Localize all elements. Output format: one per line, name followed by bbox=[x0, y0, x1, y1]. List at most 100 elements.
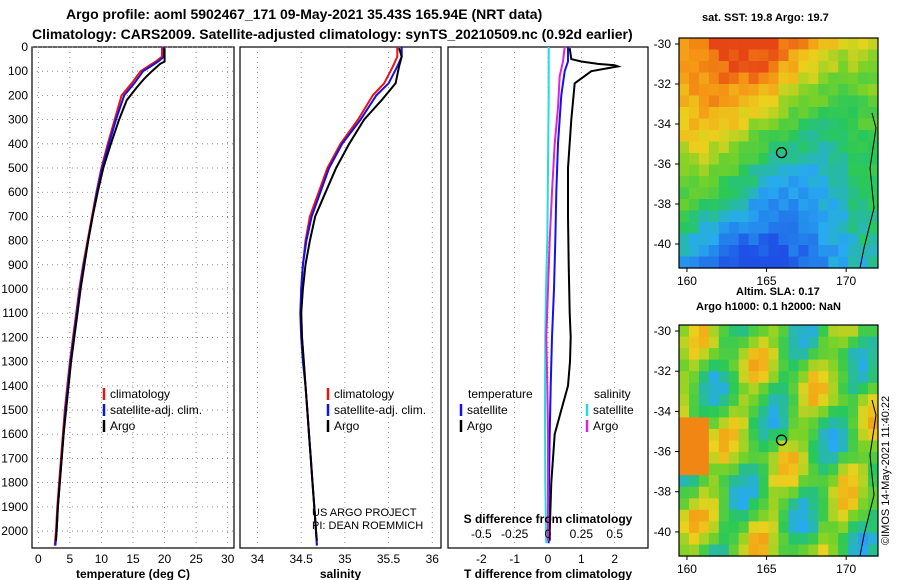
sla-map-cell bbox=[758, 452, 770, 465]
sst-map-cell bbox=[858, 107, 869, 120]
sst-map-cell bbox=[679, 107, 690, 120]
sla-map-cell bbox=[708, 475, 720, 488]
sst-map-ytick-label: -34 bbox=[654, 117, 672, 131]
sst-map-cell bbox=[738, 84, 750, 97]
sst-map-cell bbox=[848, 187, 859, 200]
sst-map-cell bbox=[788, 256, 799, 269]
sla-map-cell bbox=[698, 463, 710, 476]
sst-map-cell bbox=[788, 107, 799, 120]
sst-map-cell bbox=[798, 210, 809, 223]
sst-map-cell bbox=[768, 61, 779, 74]
sla-map-cell bbox=[728, 371, 740, 384]
sst-map-cell bbox=[738, 72, 750, 85]
sla-map-cell bbox=[828, 509, 839, 522]
sst-map-cell bbox=[708, 84, 720, 97]
sla-map-cell bbox=[758, 336, 770, 349]
sst-map-cell bbox=[738, 164, 750, 177]
sst-map-cell bbox=[838, 164, 849, 177]
sst-map-cell bbox=[738, 153, 750, 166]
sst-map-cell bbox=[748, 141, 760, 154]
sla-map-cell bbox=[818, 521, 829, 534]
sst-map-cell bbox=[698, 210, 710, 223]
sla-map-cell bbox=[808, 336, 819, 349]
temp-xtick-label: 10 bbox=[95, 552, 109, 566]
sst-map-cell bbox=[728, 130, 740, 143]
sst-map-cell bbox=[828, 222, 839, 235]
sst-map-cell bbox=[758, 222, 770, 235]
sst-map-cell bbox=[758, 233, 770, 246]
sla-map-cell bbox=[689, 521, 700, 534]
sst-map-cell bbox=[848, 233, 859, 246]
sla-map-cell bbox=[728, 428, 740, 442]
sst-map-cell bbox=[758, 187, 770, 200]
sst-map-cell bbox=[698, 49, 710, 62]
sla-map-cell bbox=[798, 463, 809, 476]
sla-map-cell bbox=[818, 371, 829, 384]
sla-map-cell bbox=[718, 348, 730, 361]
sst-map-cell bbox=[838, 72, 849, 85]
sst-map-cell bbox=[758, 141, 770, 154]
diff-top-label: S difference from climatology bbox=[464, 512, 633, 526]
sst-map-cell bbox=[868, 72, 879, 85]
sla-map-cell bbox=[848, 405, 859, 419]
sst-map-cell bbox=[808, 107, 819, 120]
sst-map-cell bbox=[738, 38, 750, 51]
sla-map-cell bbox=[679, 325, 690, 338]
sla-map-cell bbox=[808, 544, 819, 557]
sla-map-cell bbox=[798, 382, 809, 395]
sst-map-cell bbox=[698, 222, 710, 235]
sst-map-cell bbox=[708, 95, 720, 108]
sla-map-cell bbox=[718, 417, 730, 430]
sst-map-cell bbox=[838, 245, 849, 258]
sst-map-cell bbox=[788, 164, 799, 177]
diff-legend-label: satellite bbox=[593, 403, 634, 417]
sla-map-cell bbox=[738, 498, 750, 511]
sla-map-cell bbox=[768, 348, 779, 361]
sst-map-cell bbox=[838, 233, 849, 246]
sla-map-cell bbox=[708, 440, 720, 453]
sla-map-cell bbox=[728, 394, 740, 407]
sla-map-cell bbox=[798, 521, 809, 534]
sla-map-cell bbox=[868, 452, 879, 465]
sla-map-cell bbox=[738, 463, 750, 476]
sst-map-xtick-label: 170 bbox=[836, 274, 856, 288]
sla-map-cell bbox=[858, 521, 869, 534]
sst-map-cell bbox=[868, 107, 879, 120]
sst-map-cell bbox=[708, 72, 720, 85]
sst-map-cell bbox=[698, 164, 710, 177]
temp-xtick-label: 20 bbox=[158, 552, 172, 566]
sla-map-cell bbox=[689, 359, 700, 372]
sla-map-cell bbox=[868, 405, 879, 419]
sla-map-cell bbox=[828, 428, 839, 442]
sst-map-cell bbox=[818, 118, 829, 131]
sst-map-cell bbox=[689, 153, 700, 166]
sst-map-cell bbox=[708, 118, 720, 131]
sla-map-cell bbox=[808, 348, 819, 361]
sst-map-cell bbox=[808, 199, 819, 212]
sla-map-cell bbox=[808, 532, 819, 546]
sst-map-cell bbox=[758, 130, 770, 143]
sal-xtick-label: 34 bbox=[251, 552, 265, 566]
diff-series-s-satellite bbox=[543, 47, 550, 544]
sst-map-cell bbox=[808, 187, 819, 200]
sst-map-cell bbox=[778, 49, 789, 62]
sla-map-cell bbox=[758, 498, 770, 511]
depth-tick-label: 700 bbox=[8, 209, 28, 223]
sla-map-cell bbox=[818, 463, 829, 476]
sst-map-cell bbox=[788, 233, 799, 246]
sst-map-cell bbox=[808, 49, 819, 62]
sst-map-cell bbox=[748, 222, 760, 235]
sla-map-title-line2: Argo h1000: 0.1 h2000: NaN bbox=[696, 301, 841, 313]
sla-map-cell bbox=[708, 428, 720, 442]
sst-map-cell bbox=[778, 176, 789, 189]
sst-map-cell bbox=[679, 256, 690, 269]
sla-map-cell bbox=[858, 475, 869, 488]
sla-map-cell bbox=[758, 382, 770, 395]
sst-map-cell bbox=[838, 210, 849, 223]
sla-map-cell bbox=[708, 359, 720, 372]
sst-map-cell bbox=[718, 176, 730, 189]
sla-map-cell bbox=[728, 486, 740, 499]
sla-map-cell bbox=[828, 325, 839, 338]
sst-map-cell bbox=[778, 233, 789, 246]
sst-map-cell bbox=[689, 164, 700, 177]
